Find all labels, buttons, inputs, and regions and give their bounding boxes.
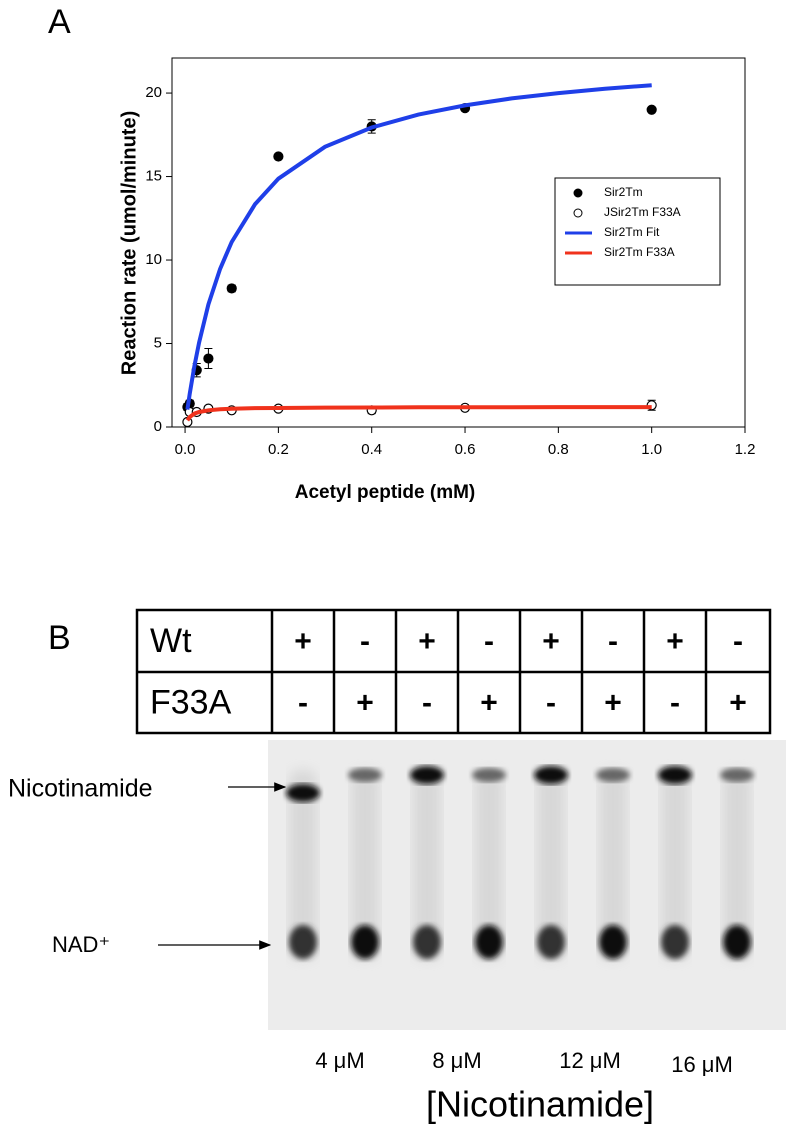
table-cell: + (666, 625, 684, 658)
spot (661, 925, 689, 959)
concentration-label: 16 μM (671, 1052, 733, 1077)
spot (289, 925, 317, 959)
data-point (203, 353, 214, 364)
table-cell: - (733, 625, 743, 658)
x-tick-label: 0.0 (175, 441, 196, 458)
lane-streak (537, 770, 565, 960)
table-cell: - (422, 686, 432, 719)
lane-streak (723, 770, 751, 960)
spot (413, 925, 441, 959)
spot (537, 925, 565, 959)
x-tick-label: 0.4 (361, 441, 382, 458)
row-header: Wt (150, 622, 192, 660)
table-cell: + (294, 625, 312, 658)
spot (472, 768, 506, 782)
plot-frame (171, 57, 746, 428)
y-tick-label: 10 (145, 251, 162, 268)
data-point (226, 283, 237, 294)
table-cell: - (670, 686, 680, 719)
lane-streak (351, 770, 379, 960)
data-point (273, 151, 284, 162)
y-tick-label: 15 (145, 168, 162, 185)
table-cell: + (604, 686, 622, 719)
spot (475, 925, 503, 959)
lane-streak (661, 770, 689, 960)
table-cell: + (729, 686, 747, 719)
legend-label: JSir2Tm F33A (604, 205, 681, 219)
spot (599, 925, 627, 959)
table-cell: - (546, 686, 556, 719)
x-tick-label: 1.2 (735, 441, 756, 458)
band-label: NAD⁺ (52, 932, 110, 957)
legend-label: Sir2Tm (604, 185, 643, 199)
row-header: F33A (150, 683, 232, 721)
spot (596, 768, 630, 782)
x-axis-label: Acetyl peptide (mM) (295, 482, 476, 503)
table-cell: + (480, 686, 498, 719)
legend-label: Sir2Tm Fit (604, 225, 660, 239)
panel-label: A (48, 3, 71, 41)
table-cell: + (356, 686, 374, 719)
spot (534, 766, 568, 784)
gel-axis-label: [Nicotinamide] (426, 1084, 654, 1125)
concentration-label: 4 μM (315, 1048, 364, 1073)
table-cell: + (418, 625, 436, 658)
lane-streak (289, 770, 317, 960)
y-axis-label: Reaction rate (umol/minute) (118, 111, 140, 375)
panel-label: B (48, 619, 71, 657)
y-tick-label: 0 (154, 418, 162, 435)
lane-streak (413, 770, 441, 960)
concentration-label: 8 μM (432, 1048, 481, 1073)
y-tick-label: 5 (154, 334, 162, 351)
table-cell: - (484, 625, 494, 658)
table-cell: - (608, 625, 618, 658)
band-label: Nicotinamide (8, 775, 153, 803)
data-point (646, 104, 657, 115)
table-cell: - (298, 686, 308, 719)
table-cell: + (542, 625, 560, 658)
legend-swatch (573, 208, 583, 218)
legend-swatch (573, 188, 583, 198)
spot (286, 784, 320, 802)
x-tick-label: 0.8 (548, 441, 569, 458)
x-tick-label: 1.0 (641, 441, 662, 458)
table-cell: - (360, 625, 370, 658)
lane-streak (475, 770, 503, 960)
spot (720, 768, 754, 782)
spot (658, 766, 692, 784)
fit-line (185, 405, 652, 422)
fit-line (185, 83, 652, 410)
gel-image (268, 740, 786, 1030)
spot (723, 925, 751, 959)
lane-streak (599, 770, 627, 960)
y-tick-label: 20 (145, 84, 162, 101)
x-tick-label: 0.6 (455, 441, 476, 458)
concentration-label: 12 μM (559, 1048, 621, 1073)
spot (410, 766, 444, 784)
spot (351, 925, 379, 959)
legend-label: Sir2Tm F33A (604, 245, 675, 259)
gel-background (268, 740, 786, 1030)
x-tick-label: 0.2 (268, 441, 289, 458)
spot (348, 768, 382, 782)
